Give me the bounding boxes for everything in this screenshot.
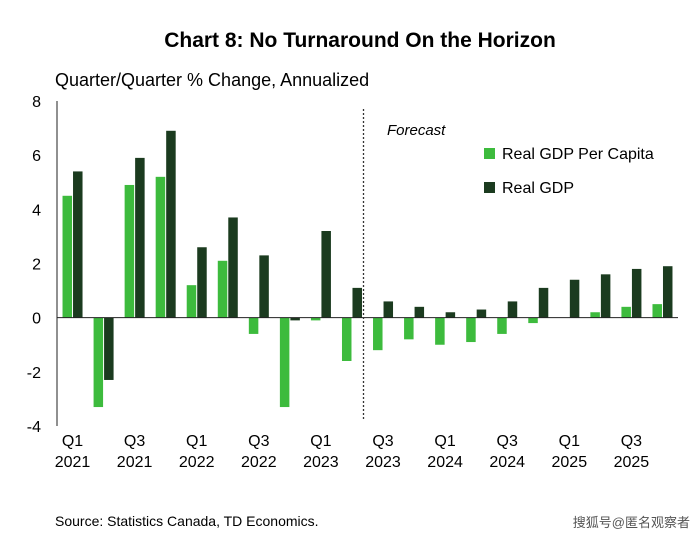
x-tick-quarter-2022Q3: Q3 [248, 433, 269, 450]
x-tick-year-2022Q3: 2022 [241, 454, 277, 471]
x-tick-year-2021Q1: 2021 [55, 454, 91, 471]
y-tick-6: 6 [32, 148, 41, 165]
y-tick--4: -4 [27, 419, 41, 436]
x-tick-quarter-2023Q1: Q1 [310, 433, 331, 450]
x-tick-year-2023Q1: 2023 [303, 454, 339, 471]
x-tick-quarter-2021Q3: Q3 [124, 433, 145, 450]
bar-real-gdp-2024Q1 [445, 312, 456, 318]
x-tick-quarter-2024Q3: Q3 [497, 433, 518, 450]
bar-real-gdp-2022Q3 [259, 255, 269, 318]
bar-real-gdp-2021Q1 [73, 171, 83, 318]
legend-swatch-real-gdp [484, 182, 495, 193]
y-tick-4: 4 [32, 202, 41, 219]
bar-real-gdp-2025Q2 [600, 274, 611, 318]
watermark: 搜狐号@匿名观察者 [573, 515, 690, 530]
forecast-label: Forecast [387, 122, 446, 139]
bar-per-capita-2024Q1 [435, 317, 445, 345]
bar-real-gdp-2024Q3 [507, 301, 518, 318]
bar-per-capita-2023Q3 [373, 317, 383, 351]
axes-group [56, 101, 678, 426]
bar-real-gdp-2021Q2 [104, 317, 114, 380]
bar-per-capita-2024Q4 [528, 317, 538, 324]
x-tick-year-2025Q1: 2025 [552, 454, 588, 471]
bar-per-capita-2024Q2 [466, 317, 476, 343]
bar-real-gdp-2023Q3 [383, 301, 394, 318]
bar-real-gdp-2024Q2 [476, 309, 487, 318]
x-tick-quarter-2021Q1: Q1 [62, 433, 83, 450]
bar-per-capita-2025Q3 [621, 306, 631, 318]
bar-real-gdp-2022Q1 [197, 247, 207, 318]
y-tick-labels: -4 -2 0 2 4 6 8 [27, 94, 41, 436]
bar-per-capita-2021Q3 [124, 184, 135, 318]
x-tick-year-2024Q1: 2024 [427, 454, 463, 471]
bar-per-capita-2025Q4 [652, 304, 662, 318]
bar-real-gdp-2025Q3 [631, 268, 642, 318]
bar-per-capita-2025Q2 [590, 312, 600, 318]
y-axis-label: Quarter/Quarter % Change, Annualized [55, 70, 369, 90]
bar-real-gdp-2025Q1 [569, 279, 580, 318]
y-tick-0: 0 [32, 311, 41, 328]
bar-real-gdp-2022Q2 [228, 217, 238, 318]
legend: Real GDP Per Capita Real GDP [484, 146, 654, 197]
source-note: Source: Statistics Canada, TD Economics. [55, 513, 319, 529]
x-tick-year-2022Q1: 2022 [179, 454, 215, 471]
bar-per-capita-2022Q2 [217, 260, 228, 318]
x-tick-quarter-2025Q3: Q3 [621, 433, 642, 450]
bar-real-gdp-2023Q2 [352, 287, 362, 318]
bar-real-gdp-2023Q4 [414, 306, 425, 318]
bars-group [62, 130, 673, 408]
bar-per-capita-2021Q2 [93, 317, 104, 408]
bar-real-gdp-2023Q1 [321, 231, 331, 318]
x-tick-year-2023Q3: 2023 [365, 454, 401, 471]
y-tick-2: 2 [32, 257, 41, 274]
bar-per-capita-2022Q4 [279, 317, 290, 408]
bar-per-capita-2021Q1 [62, 195, 73, 318]
x-tick-year-2021Q3: 2021 [117, 454, 153, 471]
bar-per-capita-2022Q1 [186, 285, 197, 318]
bar-per-capita-2022Q3 [248, 317, 259, 334]
legend-label-real-gdp-per-capita: Real GDP Per Capita [502, 146, 654, 163]
bar-per-capita-2023Q1 [310, 317, 321, 321]
bar-real-gdp-2025Q4 [662, 266, 673, 318]
y-tick-8: 8 [32, 94, 41, 111]
bar-real-gdp-2021Q3 [135, 157, 145, 318]
x-tick-year-2024Q3: 2024 [489, 454, 525, 471]
x-tick-quarter-2024Q1: Q1 [434, 433, 455, 450]
legend-swatch-real-gdp-per-capita [484, 148, 495, 159]
x-tick-labels: Q1 2021 Q3 2021 Q1 2022 Q3 2022 Q1 2023 Q3 2023 Q1 20… [55, 433, 650, 471]
x-tick-quarter-2023Q3: Q3 [372, 433, 393, 450]
bar-real-gdp-2022Q4 [290, 317, 300, 321]
bar-per-capita-2024Q3 [497, 317, 507, 334]
chart-title: Chart 8: No Turnaround On the Horizon [164, 29, 556, 52]
x-tick-quarter-2025Q1: Q1 [559, 433, 580, 450]
x-tick-quarter-2022Q1: Q1 [186, 433, 207, 450]
x-tick-year-2025Q3: 2025 [614, 454, 650, 471]
y-tick--2: -2 [27, 365, 41, 382]
bar-per-capita-2023Q4 [404, 317, 414, 340]
legend-label-real-gdp: Real GDP [502, 180, 574, 197]
bar-per-capita-2023Q2 [341, 317, 352, 361]
bar-real-gdp-2021Q4 [166, 130, 176, 318]
bar-real-gdp-2024Q4 [538, 287, 549, 318]
bar-per-capita-2021Q4 [155, 176, 166, 318]
